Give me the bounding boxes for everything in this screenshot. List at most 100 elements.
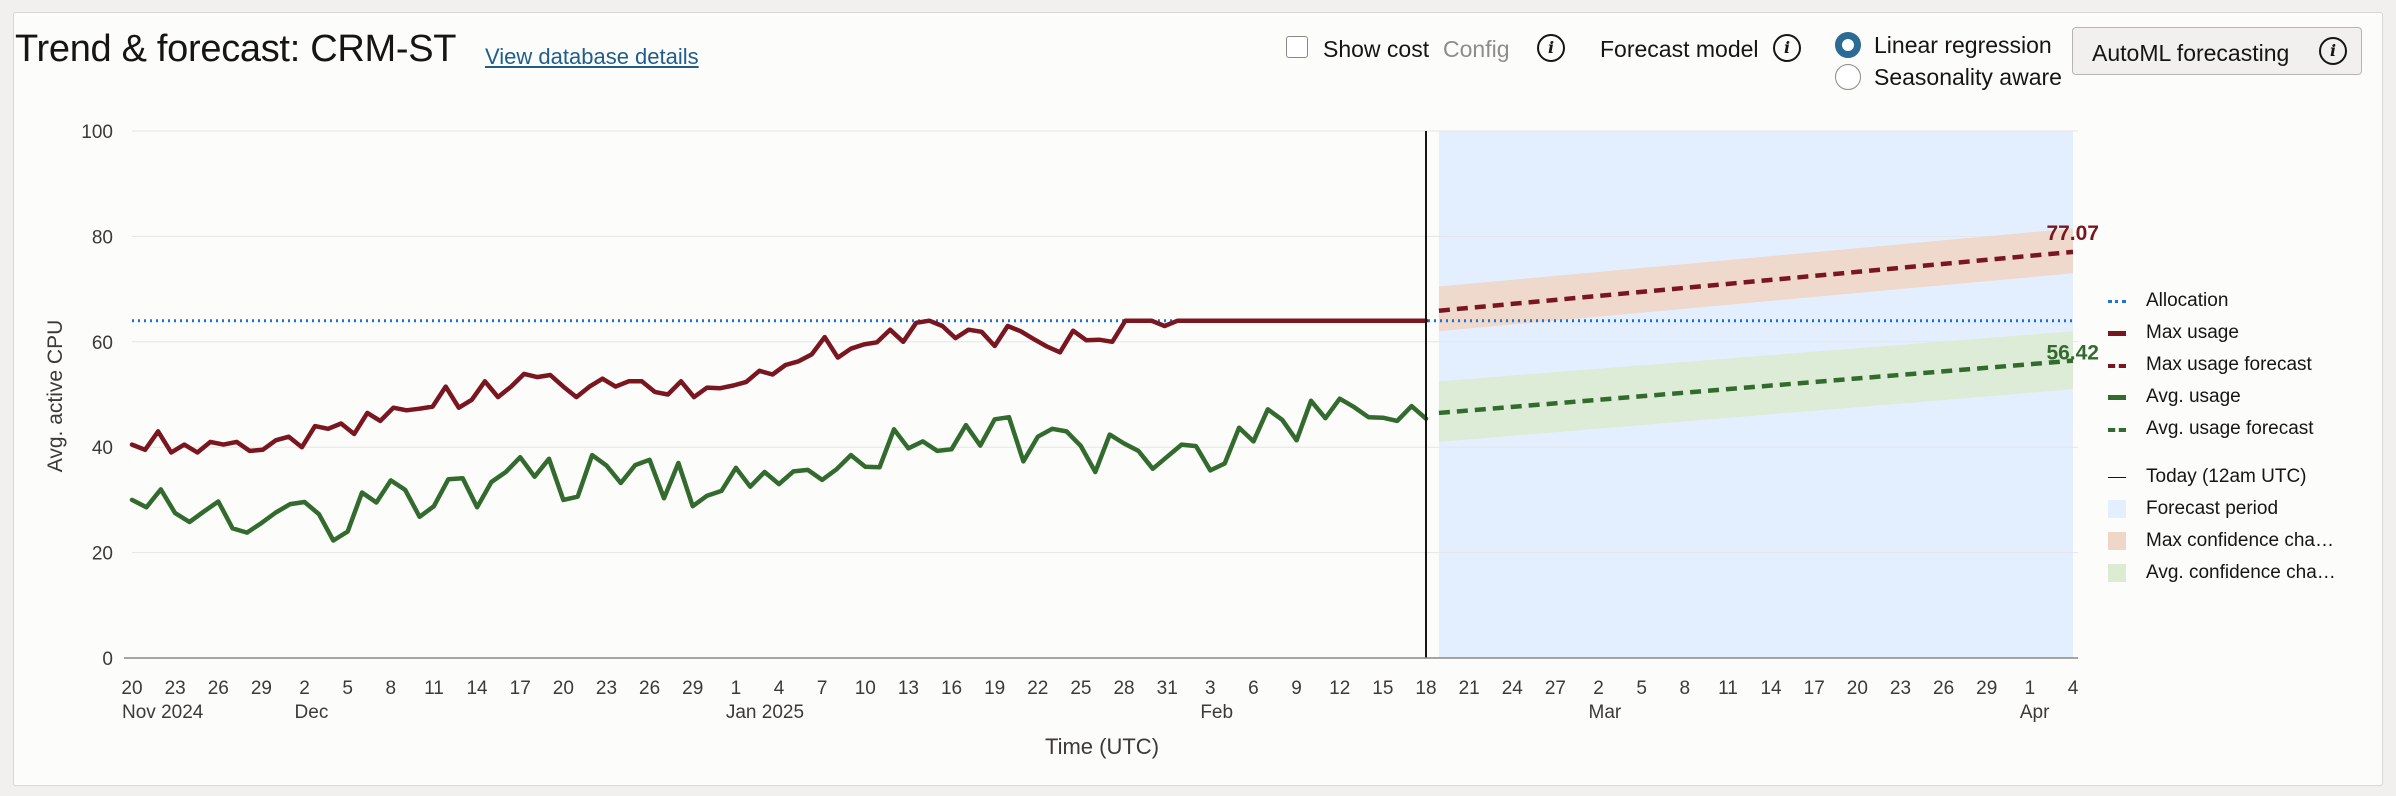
x-tick-label: 7 [817,678,828,699]
legend-label: Avg. usage [2146,386,2241,407]
x-tick-label: 15 [1372,678,1393,699]
x-tick-label: 23 [165,678,186,699]
x-month-label: Jan 2025 [726,702,804,723]
legend-swatch [2108,500,2126,518]
legend-swatch [2108,477,2126,478]
x-tick-label: 8 [1680,678,1691,699]
x-tick-label: 11 [424,678,444,699]
legend-swatch [2108,300,2126,303]
seasonality-aware-label[interactable]: Seasonality aware [1874,64,2062,90]
x-tick-label: 14 [1760,678,1782,699]
legend-label: Max usage [2146,322,2239,343]
x-tick-label: 2 [1593,678,1604,699]
linear-regression-radio[interactable] [1835,32,1861,58]
x-tick-label: 20 [553,678,574,699]
x-month-label: Dec [295,702,329,723]
y-tick-label: 40 [92,438,113,459]
max-usage-forecast-line [1438,249,2074,313]
legend-label: Max confidence cha… [2146,530,2334,551]
legend-swatch [2108,364,2126,368]
x-tick-label: 24 [1502,678,1524,699]
legend-label: Today (12am UTC) [2146,466,2307,487]
x-tick-label: 27 [1545,678,1566,699]
x-month-label: Feb [1200,702,1233,723]
x-tick-label: 2 [299,678,310,699]
x-month-label: Mar [1589,702,1622,723]
legend-label: Allocation [2146,290,2229,311]
legend-swatch [2108,395,2126,400]
x-tick-label: 4 [774,678,785,699]
show-cost-label[interactable]: Show cost [1323,36,1430,62]
config-link[interactable]: Config [1443,36,1510,62]
x-tick-label: 3 [1205,678,1216,699]
automl-info-icon[interactable]: i [2319,37,2347,65]
x-tick-label: 17 [510,678,531,699]
x-month-label: Nov 2024 [122,702,204,723]
y-tick-label: 100 [81,122,113,143]
x-tick-label: 19 [984,678,1005,699]
x-tick-label: 4 [2068,678,2079,699]
x-tick-label: 23 [1890,678,1911,699]
avg-confidence-band [1438,331,2073,442]
automl-forecasting-button[interactable]: AutoML forecasting i [2072,27,2362,75]
avg-usage-forecast-line [1438,358,2074,416]
view-database-details-link[interactable]: View database details [485,44,699,69]
x-tick-label: 21 [1459,678,1480,699]
x-tick-label: 17 [1804,678,1825,699]
x-tick-label: 13 [898,678,919,699]
legend-label: Avg. usage forecast [2146,418,2314,439]
x-tick-label: 20 [1847,678,1868,699]
x-tick-label: 28 [1113,678,1134,699]
linear-regression-label[interactable]: Linear regression [1874,32,2052,58]
x-tick-label: 14 [466,678,488,699]
x-tick-label: 26 [1933,678,1954,699]
x-tick-label: 11 [1718,678,1738,699]
legend-label: Max usage forecast [2146,354,2312,375]
x-tick-label: 12 [1329,678,1350,699]
y-tick-label: 0 [102,649,113,670]
x-axis-title: Time (UTC) [1045,734,1159,759]
avg-forecast-end-label: 56.42 [2046,342,2099,365]
avg-usage-line [129,396,1429,543]
y-tick-label: 80 [92,227,113,248]
max-usage-line [129,318,1429,455]
x-tick-label: 20 [121,678,142,699]
x-tick-label: 1 [731,678,742,699]
x-tick-label: 25 [1070,678,1091,699]
forecast-model-label: Forecast model [1600,36,1759,62]
y-tick-label: 20 [92,544,113,565]
x-tick-label: 29 [1976,678,1997,699]
show-cost-checkbox[interactable] [1286,36,1308,58]
x-month-label: Apr [2020,702,2050,723]
legend-swatch [2108,564,2126,582]
legend-swatch [2108,428,2126,432]
legend-swatch [2108,331,2126,336]
x-tick-label: 5 [1636,678,1647,699]
max-forecast-end-label: 77.07 [2046,222,2099,245]
legend-swatch [2108,532,2126,550]
legend-label: Forecast period [2146,498,2279,519]
x-tick-label: 9 [1291,678,1302,699]
x-tick-label: 31 [1157,678,1178,699]
x-tick-label: 8 [386,678,397,699]
forecast-model-info-icon[interactable]: i [1773,34,1801,62]
x-tick-label: 23 [596,678,617,699]
x-tick-label: 26 [639,678,660,699]
y-axis-title: Avg. active CPU [44,320,67,473]
x-tick-label: 1 [2025,678,2036,699]
x-tick-label: 10 [855,678,876,699]
max-confidence-band [1438,228,2073,332]
y-tick-label: 60 [92,333,113,354]
config-info-icon[interactable]: i [1537,34,1565,62]
x-tick-label: 29 [682,678,703,699]
seasonality-aware-radio[interactable] [1835,64,1861,90]
x-tick-label: 26 [208,678,229,699]
page-title: Trend & forecast: CRM-ST [15,28,457,70]
x-tick-label: 18 [1415,678,1436,699]
legend-label: Avg. confidence cha… [2146,562,2336,583]
automl-forecasting-label: AutoML forecasting [2092,40,2290,66]
x-tick-label: 29 [251,678,272,699]
x-tick-label: 16 [941,678,962,699]
x-tick-label: 5 [342,678,353,699]
